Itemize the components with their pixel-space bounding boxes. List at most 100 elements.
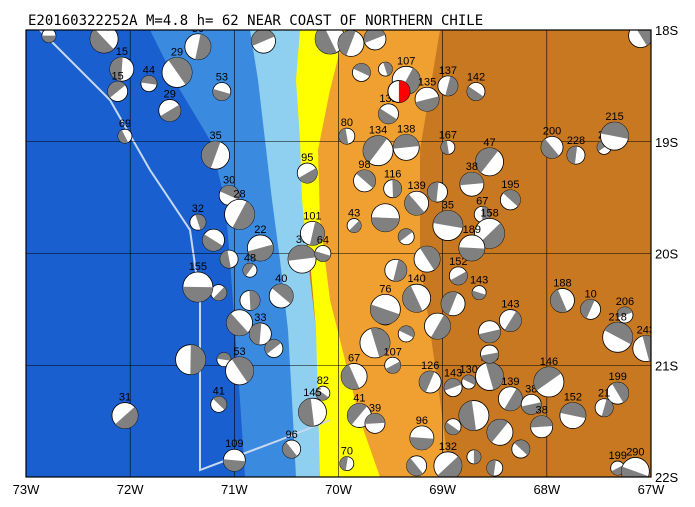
beachball: 138 xyxy=(392,123,420,161)
beachball-quadrant xyxy=(242,263,255,276)
event-depth-label: 31 xyxy=(119,392,131,404)
lon-tick-label: 68W xyxy=(533,482,560,497)
beachball: 116 xyxy=(383,169,403,199)
beachball-quadrant xyxy=(478,329,501,343)
beachball xyxy=(89,30,119,54)
beachball-quadrant xyxy=(612,382,629,403)
beachball-quadrant xyxy=(478,222,505,249)
lon-tick-label: 71W xyxy=(221,482,248,497)
event-depth-label: 101 xyxy=(303,210,321,222)
event-depth-label: 36 xyxy=(192,23,204,35)
beachball-quadrant xyxy=(223,459,246,472)
event-depth-label: 116 xyxy=(384,169,402,181)
event-depth-label: 70 xyxy=(341,446,353,458)
lat-tick-label: 18S xyxy=(655,23,678,38)
beachball-quadrant xyxy=(140,75,157,85)
beachball: 43 xyxy=(346,208,362,233)
beachball-quadrant xyxy=(504,311,522,332)
beachball: 143 xyxy=(470,275,488,301)
lon-tick-label: 72W xyxy=(117,482,144,497)
beachball: 38 xyxy=(459,161,485,197)
event-depth-label: 22 xyxy=(254,224,266,236)
target-event-layer xyxy=(387,79,411,103)
beachball-quadrant xyxy=(201,141,221,169)
beachball: 47 xyxy=(475,137,504,177)
beachball-quadrant xyxy=(560,402,586,419)
beachball-quadrant xyxy=(90,30,114,53)
beachball-quadrant xyxy=(168,57,193,85)
event-depth-label: 140 xyxy=(407,273,425,285)
beachball-quadrant xyxy=(419,371,435,393)
beachball-quadrant xyxy=(339,456,348,471)
beachball-quadrant xyxy=(462,375,476,386)
beachball-quadrant xyxy=(217,352,231,361)
beachball: 98 xyxy=(353,159,376,193)
beachball xyxy=(486,459,504,477)
beachball-quadrant xyxy=(406,458,423,476)
event-depth-label: 137 xyxy=(439,65,457,77)
beachball-quadrant xyxy=(107,81,126,98)
event-depth-label: 167 xyxy=(439,129,457,141)
event-depth-label: 39 xyxy=(369,402,381,414)
event-depth-label: 28 xyxy=(233,188,245,200)
beachball-quadrant xyxy=(371,217,400,232)
beachball: 15 xyxy=(107,70,129,102)
beachball: 139 xyxy=(404,180,430,216)
beachball: 228 xyxy=(566,135,586,165)
beachball-quadrant xyxy=(473,449,481,464)
beachball: 155 xyxy=(182,261,214,303)
event-depth-label: 139 xyxy=(501,376,519,388)
beachball: 206 xyxy=(616,296,634,324)
beachball-quadrant xyxy=(445,422,460,435)
beachball-quadrant xyxy=(298,398,315,427)
event-depth-label: 40 xyxy=(275,273,287,285)
beachball-quadrant xyxy=(195,34,211,60)
beachball-quadrant xyxy=(450,271,468,285)
beachball-quadrant xyxy=(353,63,371,77)
beachball-quadrant xyxy=(437,456,462,477)
beachball-quadrant xyxy=(315,389,329,401)
beachball: 109 xyxy=(222,438,246,472)
beachball: 35 xyxy=(432,200,464,241)
beachball: 98 xyxy=(251,30,276,54)
event-depth-label: 44 xyxy=(143,65,155,77)
beachball-quadrant xyxy=(264,339,282,355)
event-depth-label: 35 xyxy=(442,200,454,212)
beachball: 290 xyxy=(620,446,650,477)
event-depth-label: 146 xyxy=(540,356,558,368)
beachball-quadrant xyxy=(433,210,463,229)
event-depth-label: 38 xyxy=(345,19,357,31)
beachball: 152 xyxy=(448,256,468,286)
beachball: 167 xyxy=(439,129,457,155)
beachball-quadrant xyxy=(616,306,633,318)
event-depth-label: 32 xyxy=(192,203,204,215)
event-depth-label: 132 xyxy=(439,441,457,453)
beachball: 53 xyxy=(212,71,232,101)
beachball xyxy=(406,455,428,477)
beachball: 188 xyxy=(550,277,575,313)
beachball-quadrant xyxy=(213,286,227,301)
beachball-quadrant xyxy=(226,313,249,336)
beachball: 10 xyxy=(580,288,601,320)
beachball: 35 xyxy=(201,130,230,170)
beachball xyxy=(397,325,415,343)
beachball: 139 xyxy=(497,376,523,412)
event-depth-label: 41 xyxy=(213,385,225,397)
beachball-quadrant xyxy=(364,413,385,424)
beachball xyxy=(216,352,232,368)
event-depth-label: 35 xyxy=(209,130,221,142)
beachball-quadrant xyxy=(486,460,496,476)
beachball: 29 xyxy=(158,88,182,122)
beachball: 80 xyxy=(338,117,356,145)
event-depth-label: 29 xyxy=(171,46,183,58)
beachball xyxy=(384,258,408,282)
lat-tick-label: 20S xyxy=(655,247,678,262)
beachball: 131 xyxy=(378,93,399,125)
beachball-quadrant xyxy=(247,244,274,261)
beachball-quadrant xyxy=(231,356,254,383)
map-frame xyxy=(25,29,652,478)
beachball xyxy=(202,228,225,252)
beachball-quadrant xyxy=(502,189,521,207)
beachball: 38 xyxy=(530,405,554,439)
beachball-quadrant xyxy=(637,30,651,46)
